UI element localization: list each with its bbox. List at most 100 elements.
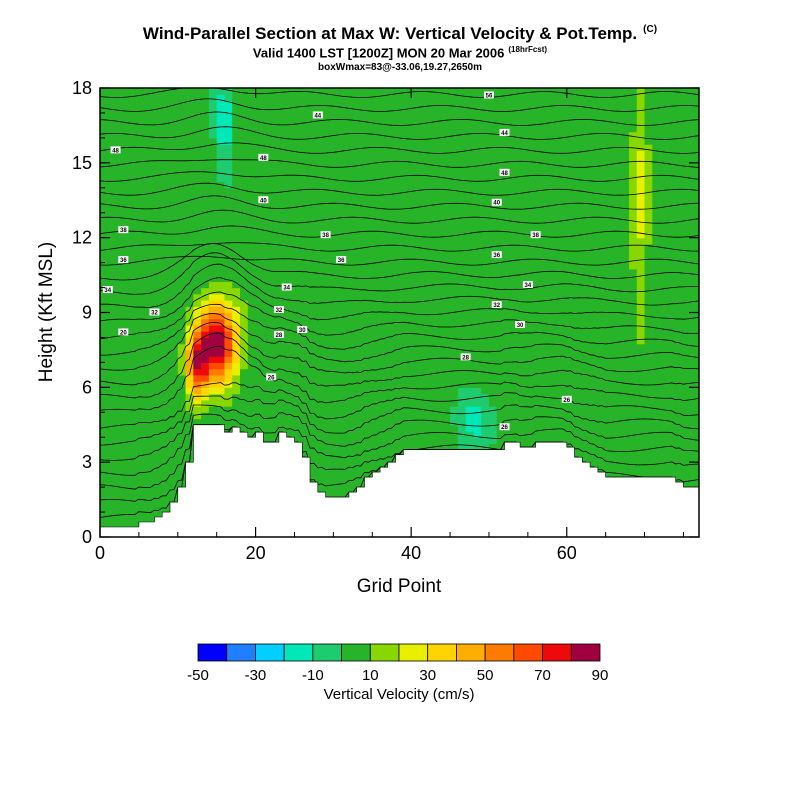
field-cell bbox=[527, 144, 537, 151]
field-cell bbox=[170, 169, 179, 176]
field-cell bbox=[224, 250, 233, 257]
field-cell bbox=[621, 181, 630, 189]
field-cell bbox=[341, 88, 350, 95]
field-cell bbox=[302, 387, 311, 395]
field-cell bbox=[271, 393, 280, 401]
field-cell bbox=[442, 281, 451, 289]
field-cell bbox=[597, 337, 607, 345]
field-cell bbox=[333, 194, 342, 201]
field-cell bbox=[558, 268, 568, 276]
field-cell bbox=[488, 312, 498, 320]
field-cell bbox=[450, 94, 459, 102]
field-cell bbox=[170, 175, 179, 183]
field-cell bbox=[411, 156, 420, 164]
field-cell bbox=[387, 200, 397, 208]
field-cell bbox=[372, 106, 381, 114]
field-cell bbox=[535, 412, 545, 420]
field-cell bbox=[333, 300, 342, 307]
field-cell bbox=[278, 243, 288, 251]
field-cell bbox=[558, 225, 568, 233]
field-cell bbox=[597, 250, 607, 257]
field-cell bbox=[558, 200, 568, 208]
field-cell bbox=[216, 88, 226, 95]
field-cell bbox=[574, 243, 583, 251]
field-cell bbox=[146, 493, 156, 501]
field-cell bbox=[481, 412, 490, 420]
field-cell bbox=[520, 156, 529, 164]
field-cell bbox=[613, 449, 622, 457]
field-cell bbox=[123, 318, 132, 326]
field-cell bbox=[380, 406, 389, 413]
field-cell bbox=[512, 144, 521, 151]
field-cell bbox=[387, 88, 397, 95]
field-cell bbox=[434, 418, 443, 426]
field-cell bbox=[278, 412, 288, 420]
field-cell bbox=[115, 362, 124, 370]
field-cell bbox=[527, 150, 537, 158]
field-cell bbox=[294, 281, 303, 289]
field-cell bbox=[613, 262, 622, 270]
field-cell bbox=[621, 399, 630, 407]
field-cell bbox=[278, 175, 288, 183]
field-cell bbox=[193, 162, 202, 170]
field-cell bbox=[380, 449, 389, 457]
field-cell bbox=[146, 399, 156, 407]
field-cell bbox=[317, 100, 327, 108]
field-cell bbox=[224, 287, 233, 295]
field-cell bbox=[232, 324, 241, 332]
field-cell bbox=[341, 331, 350, 339]
field-cell bbox=[348, 468, 358, 476]
field-cell bbox=[255, 212, 264, 220]
field-cell bbox=[504, 231, 513, 239]
field-cell bbox=[450, 381, 459, 388]
field-cell bbox=[107, 393, 117, 401]
field-cell bbox=[590, 281, 599, 289]
field-cell bbox=[247, 399, 257, 407]
field-cell bbox=[100, 100, 109, 108]
field-cell bbox=[621, 430, 630, 438]
field-cell bbox=[621, 88, 630, 95]
field-cell bbox=[201, 262, 210, 270]
field-cell bbox=[372, 268, 381, 276]
field-cell bbox=[224, 237, 233, 245]
field-cell bbox=[512, 150, 521, 158]
field-cell bbox=[310, 262, 319, 270]
field-cell bbox=[590, 212, 599, 220]
field-cell bbox=[597, 368, 607, 376]
field-cell bbox=[216, 94, 226, 102]
field-cell bbox=[317, 212, 327, 220]
field-cell bbox=[232, 94, 241, 102]
field-cell bbox=[574, 437, 583, 445]
field-cell bbox=[395, 324, 404, 332]
field-cell bbox=[582, 418, 591, 426]
field-cell bbox=[613, 324, 622, 332]
field-cell bbox=[138, 349, 148, 357]
field-cell bbox=[341, 306, 350, 314]
field-cell bbox=[146, 387, 156, 395]
field-cell bbox=[613, 187, 622, 195]
field-cell bbox=[177, 88, 187, 95]
field-cell bbox=[520, 381, 529, 388]
field-cell bbox=[123, 187, 132, 195]
field-cell bbox=[356, 293, 366, 301]
field-cell bbox=[481, 281, 490, 289]
field-cell bbox=[232, 312, 241, 320]
field-cell bbox=[286, 424, 296, 432]
field-cell bbox=[177, 237, 187, 245]
field-cell bbox=[364, 106, 373, 114]
field-cell bbox=[302, 275, 311, 282]
field-cell bbox=[154, 505, 163, 513]
field-cell bbox=[271, 194, 280, 201]
field-cell bbox=[348, 368, 358, 376]
field-cell bbox=[364, 281, 373, 289]
field-cell bbox=[115, 343, 124, 351]
field-cell bbox=[473, 337, 482, 345]
field-cell bbox=[271, 381, 280, 388]
field-cell bbox=[434, 399, 443, 407]
field-cell bbox=[201, 237, 210, 245]
field-cell bbox=[232, 243, 241, 251]
field-cell bbox=[628, 256, 638, 264]
field-cell bbox=[535, 300, 545, 307]
field-cell bbox=[597, 231, 607, 239]
field-cell bbox=[574, 88, 583, 95]
